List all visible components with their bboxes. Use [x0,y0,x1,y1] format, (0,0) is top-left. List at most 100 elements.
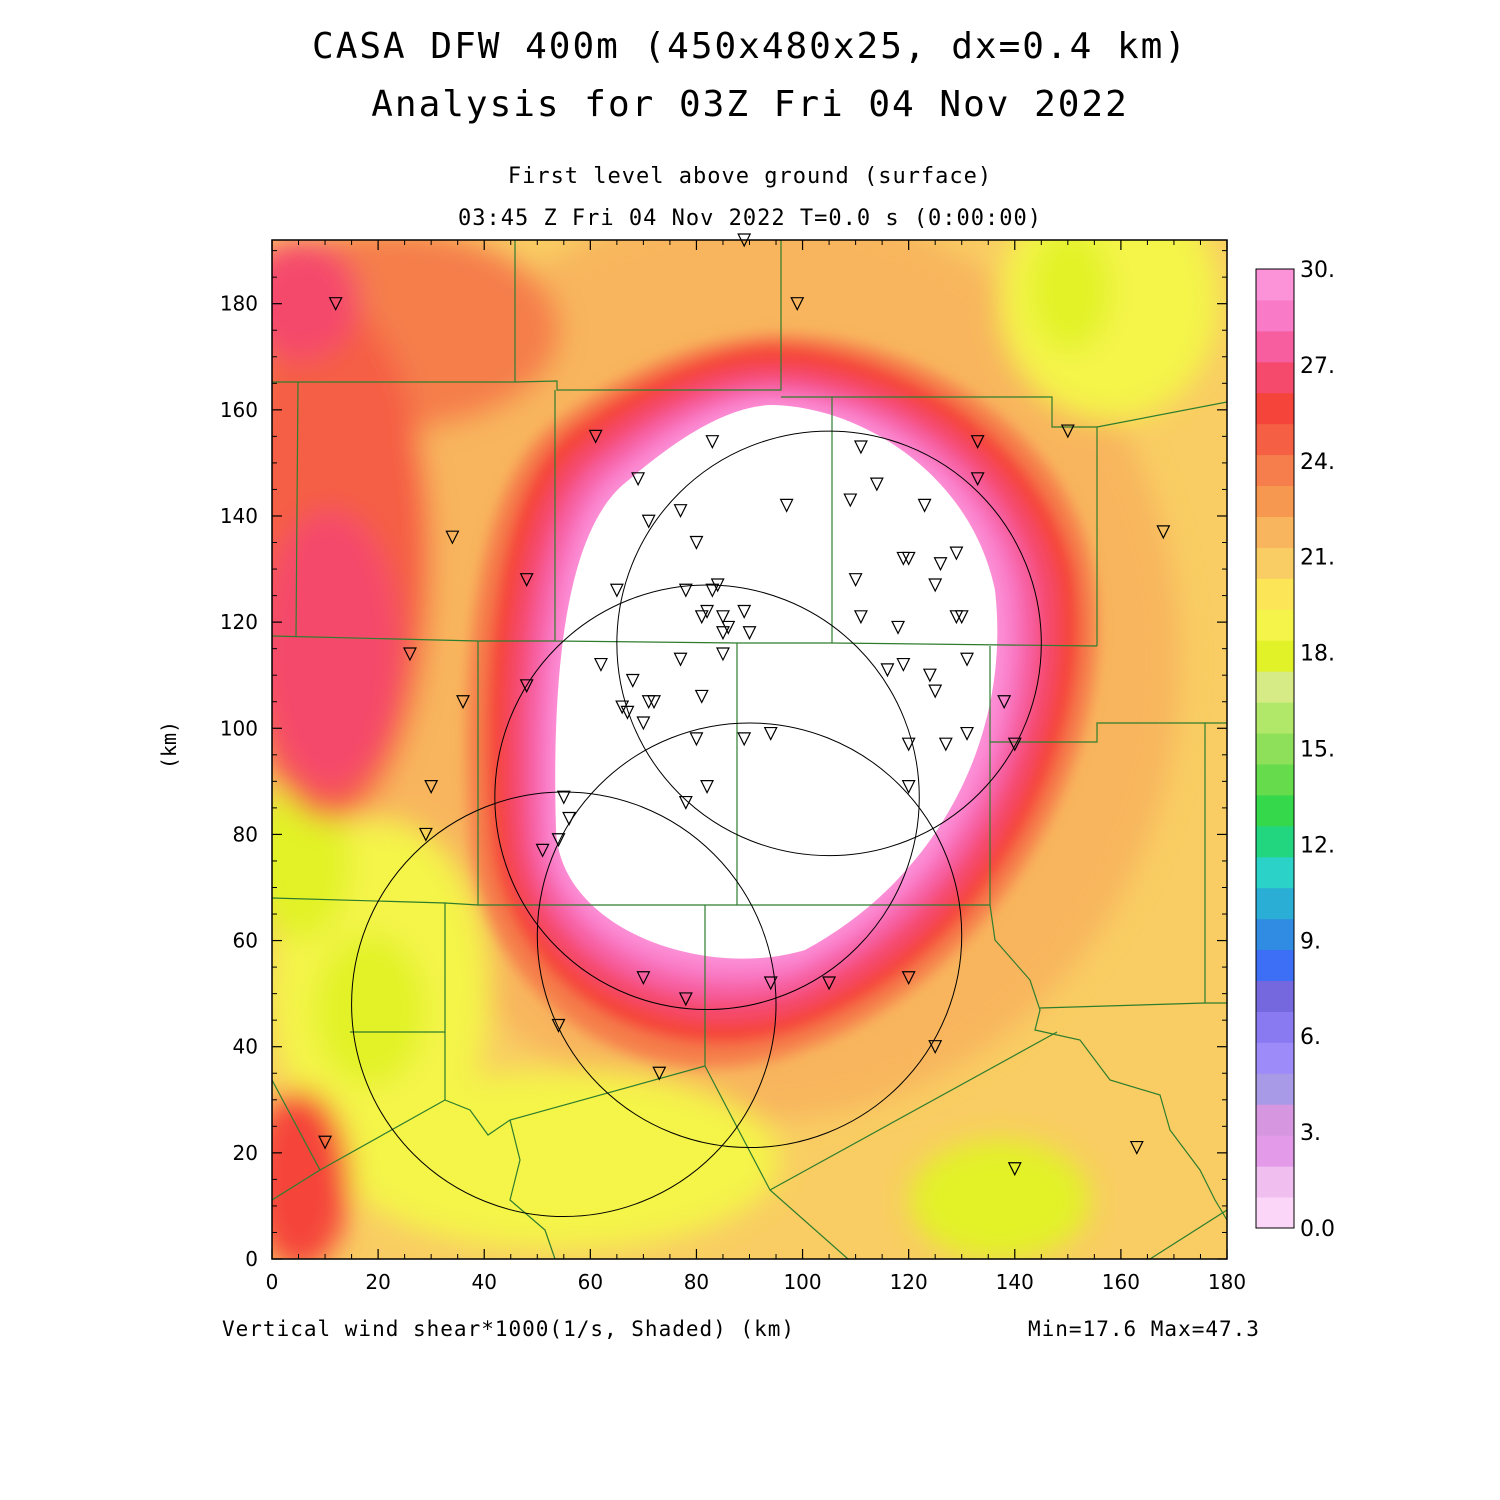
station-marker [737,732,752,747]
station-marker [673,652,688,667]
x-tick-label: 120 [890,1270,928,1294]
colorbar-swatch [1256,887,1294,920]
station-marker [848,573,863,588]
station-marker [928,1040,943,1055]
station-marker [880,663,895,678]
station-marker [694,689,709,704]
station-marker [551,1018,566,1033]
colorbar-swatch [1256,547,1294,579]
station-marker [694,610,709,625]
y-tick-label: 40 [233,1035,258,1059]
x-axis: 0 20 40 60 80 100 120 140 160 180 [266,240,1246,1294]
colorbar-swatch [1256,485,1294,517]
station-marker [551,833,566,848]
station-marker [678,795,693,810]
y-tick-label: 20 [233,1141,258,1165]
colorbar-swatch [1256,733,1294,765]
y-tick-label: 80 [233,822,258,846]
colorbar-swatch [1256,980,1294,1012]
station-marker [700,604,715,619]
radar-ring [536,722,963,1149]
station-marker [901,551,916,566]
colorbar-label: 21. [1300,546,1335,571]
station-marker [716,626,730,641]
station-marker [705,583,720,598]
colorbar-swatch [1256,1104,1294,1136]
station-marker [424,780,439,794]
station-marker [869,477,884,492]
colorbar-swatch [1256,1166,1294,1198]
radar-range-rings [351,430,1042,1218]
station-marker [673,504,688,519]
colorbar-swatch [1256,1135,1294,1167]
colorbar-swatch [1256,609,1294,641]
station-marker [418,827,433,842]
station-marker [917,498,932,513]
radar-ring [616,430,1042,857]
colorbar-swatch [1256,825,1294,858]
colorbar-label: 12. [1300,833,1335,858]
x-tick-label: 40 [471,1270,496,1294]
colorbar-label: 9. [1300,929,1321,954]
station-marker [763,976,778,991]
station-marker [636,971,651,986]
station-marker [318,1135,333,1150]
station-marker [716,647,730,662]
station-marker [620,705,635,720]
field-description: Vertical wind shear*1000(1/s, Shaded) (k… [222,1317,796,1341]
field-min-max: Min=17.6 Max=47.3 [1028,1317,1260,1341]
colorbar-swatch [1256,516,1294,548]
station-marker [938,737,953,752]
colorbar-label: 3. [1300,1121,1321,1146]
colorbar-swatch [1256,1042,1294,1074]
colorbar-swatch [1256,1073,1294,1105]
radar-ring [351,791,777,1218]
station-marker [960,726,974,741]
station-marker [689,732,704,747]
station-marker [721,620,736,635]
colorbar-swatch [1256,640,1294,672]
colorbar-label: 30. [1300,258,1335,283]
station-marker [960,652,974,667]
station-marker [678,992,693,1007]
station-marker [853,610,868,625]
station-marker [779,498,794,513]
colorbar-swatch [1256,671,1294,703]
station-marker [1156,525,1171,540]
field-overflow-core [555,405,998,959]
chart-title-line1: CASA DFW 400m (450x480x25, dx=0.4 km) [312,26,1188,67]
colorbar-label: 6. [1300,1025,1321,1050]
y-axis: 0 20 40 60 80 100 120 140 160 180 [220,250,1227,1271]
colorbar-swatch [1256,856,1294,889]
station-marker [445,530,460,545]
station-marker [822,976,837,991]
y-tick-label: 180 [220,292,258,316]
x-tick-label: 180 [1208,1270,1246,1294]
county-boundaries [272,240,1227,1259]
colorbar-swatch [1256,361,1294,394]
station-marker [678,583,693,598]
station-marker [641,514,656,529]
colorbar-frame [1255,268,1295,1229]
station-marker [636,716,651,731]
station-marker [588,429,603,444]
station-marker [710,578,725,593]
colorbar-swatch [1256,1197,1294,1229]
station-marker [954,610,969,625]
station-marker [896,657,911,672]
y-tick-label: 140 [220,504,258,528]
colorbar-swatch [1256,578,1294,610]
colorbar-swatch [1256,1011,1294,1043]
station-marker [647,695,661,710]
station-marker [933,557,948,572]
station-marker [1007,737,1022,752]
time-subtitle: 03:45 Z Fri 04 Nov 2022 T=0.0 s (0:00:00… [457,206,1043,231]
station-marker [625,673,640,688]
x-tick-label: 160 [1102,1270,1140,1294]
station-marker [891,620,906,635]
x-tick-label: 20 [365,1270,390,1294]
station-marker [790,297,805,312]
x-tick-label: 0 [266,1270,279,1294]
level-subtitle: First level above ground (surface) [507,164,993,189]
colorbar-label: 24. [1300,450,1335,475]
